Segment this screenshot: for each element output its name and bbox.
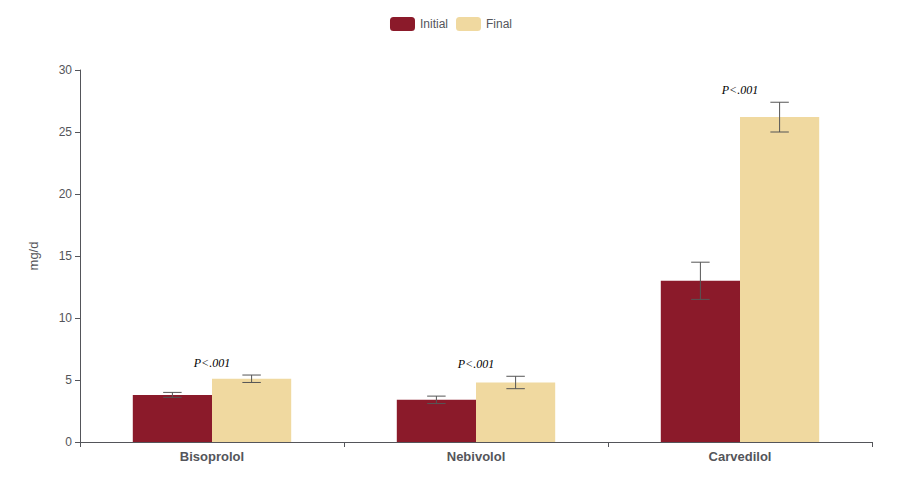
svg-text:30: 30 — [59, 63, 73, 77]
svg-text:mg/d: mg/d — [26, 242, 41, 271]
svg-text:0: 0 — [65, 435, 72, 449]
svg-text:15: 15 — [59, 249, 73, 263]
svg-text:Nebivolol: Nebivolol — [447, 449, 506, 464]
svg-text:5: 5 — [65, 373, 72, 387]
svg-text:Carvedilol: Carvedilol — [709, 449, 772, 464]
svg-text:25: 25 — [59, 125, 73, 139]
svg-text:20: 20 — [59, 187, 73, 201]
svg-text:10: 10 — [59, 311, 73, 325]
svg-text:Initial: Initial — [420, 17, 448, 31]
svg-text:P<.001: P<.001 — [193, 356, 230, 370]
svg-text:P<.001: P<.001 — [457, 357, 494, 371]
svg-text:Bisoprolol: Bisoprolol — [180, 449, 244, 464]
svg-text:P<.001: P<.001 — [721, 83, 758, 97]
svg-text:Final: Final — [486, 17, 512, 31]
